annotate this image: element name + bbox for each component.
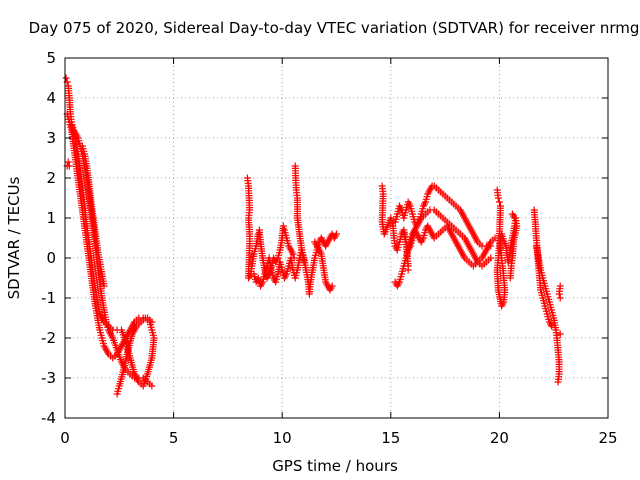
y-tick-label: -3	[41, 369, 56, 387]
ticks: 0 5 10 15 20 25 -4 -3 -2 -1 0 1 2 3 4 5	[41, 49, 618, 447]
x-tick-label: 25	[598, 429, 617, 447]
data-point	[548, 322, 556, 330]
data-point	[333, 230, 340, 238]
x-tick-label: 15	[381, 429, 400, 447]
x-tick-label: 5	[169, 429, 179, 447]
y-tick-label: 3	[46, 129, 56, 147]
y-tick-label: -4	[41, 409, 56, 427]
data-point	[148, 382, 156, 390]
y-tick-label: 5	[46, 49, 56, 67]
plot-frame	[64, 57, 609, 419]
data-point	[495, 198, 503, 206]
data-point	[289, 250, 297, 258]
data-point	[556, 330, 564, 338]
data-point	[113, 390, 121, 398]
y-axis-label: SDTVAR / TECUs	[5, 176, 23, 299]
y-tick-label: -1	[41, 289, 56, 307]
data-point	[328, 282, 336, 290]
data-point	[64, 158, 72, 166]
data-point	[511, 214, 519, 222]
data-point	[279, 222, 287, 230]
data-point	[487, 254, 495, 262]
data-point	[487, 242, 495, 250]
y-tick-label: 0	[46, 249, 56, 267]
data-point	[556, 294, 564, 302]
data-point	[404, 266, 412, 274]
data-point	[494, 194, 502, 202]
data-point	[554, 378, 562, 386]
data-point	[506, 274, 514, 282]
x-tick-label: 20	[490, 429, 509, 447]
chart-title: Day 075 of 2020, Sidereal Day-to-day VTE…	[29, 19, 640, 37]
data-marks	[62, 74, 564, 398]
x-tick-label: 10	[273, 429, 292, 447]
data-point	[65, 162, 73, 170]
x-axis-label: GPS time / hours	[272, 457, 398, 475]
data-point	[62, 74, 70, 82]
y-tick-label: 2	[46, 169, 56, 187]
y-tick-label: 1	[46, 209, 56, 227]
data-point	[555, 290, 563, 298]
data-point	[100, 282, 108, 290]
x-tick-label: 0	[60, 429, 70, 447]
y-tick-label: 4	[46, 89, 56, 107]
y-tick-label: -2	[41, 329, 56, 347]
